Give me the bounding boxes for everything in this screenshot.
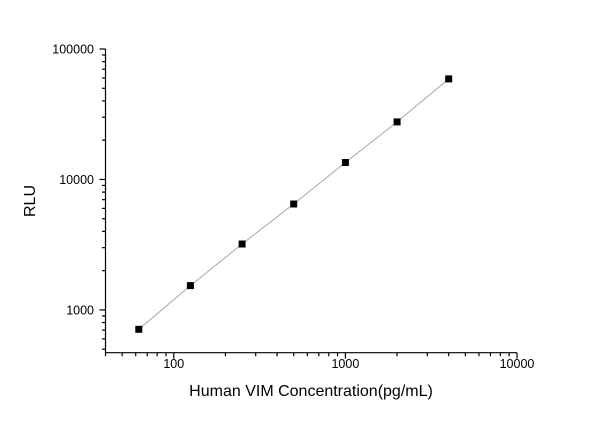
- data-point-marker: [445, 75, 453, 83]
- x-tick-label: 10000: [500, 357, 535, 371]
- data-point-marker: [393, 118, 401, 126]
- y-tick-label: 100000: [52, 43, 94, 57]
- y-axis-title: RLU: [22, 184, 39, 218]
- x-axis-title: Human VIM Concentration(pg/mL): [189, 383, 433, 400]
- data-point-marker: [238, 240, 246, 248]
- y-tick-label: 1000: [66, 303, 94, 317]
- data-point-marker: [290, 200, 298, 208]
- x-tick-label: 100: [163, 357, 184, 371]
- y-tick-label: 10000: [59, 173, 94, 187]
- data-point-marker: [135, 325, 143, 333]
- data-point-marker: [186, 282, 194, 290]
- data-point-marker: [341, 159, 349, 166]
- x-tick-label: 1000: [331, 357, 359, 371]
